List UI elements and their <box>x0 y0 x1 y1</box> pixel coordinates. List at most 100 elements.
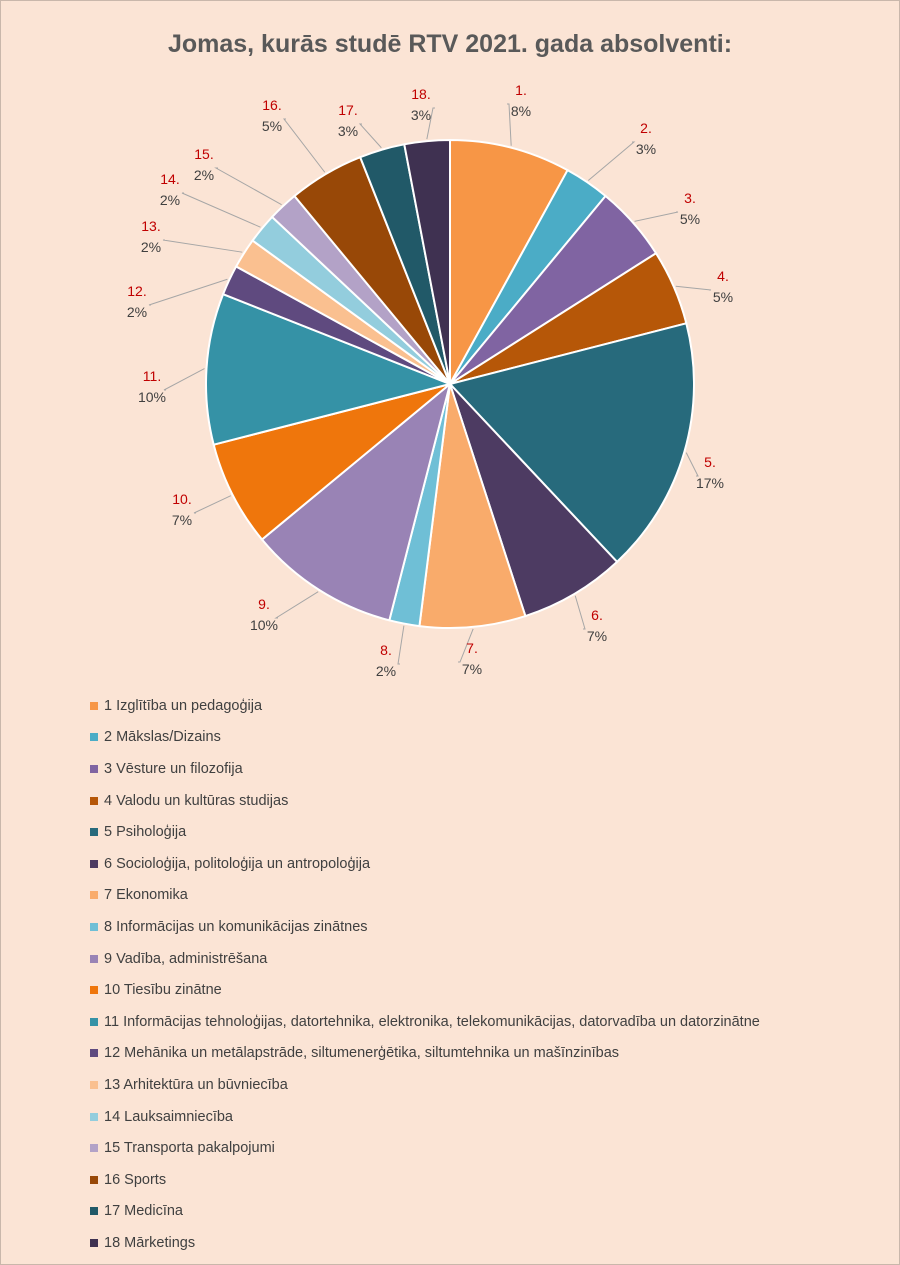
slice-percent-label: 5% <box>262 118 282 134</box>
slice-number-label: 14. <box>160 171 179 187</box>
legend-swatch <box>90 891 98 900</box>
legend-label: 2 Mākslas/Dizains <box>104 729 221 746</box>
slice-number-label: 3. <box>684 190 696 206</box>
pie-slice-10 <box>212 383 451 541</box>
legend-item: 12 Mehānika un metālapstrāde, siltumener… <box>90 1038 890 1070</box>
legend-item: 17 Medicīna <box>90 1196 890 1228</box>
legend-swatch <box>90 1112 98 1121</box>
legend-label: 13 Arhitektūra un būvniecība <box>104 1076 288 1093</box>
slice-percent-label: 2% <box>160 192 180 208</box>
slice-number-label: 12. <box>127 283 146 299</box>
slice-percent-label: 2% <box>127 304 147 320</box>
legend-item: 13 Arhitektūra un būvniecība <box>90 1069 890 1101</box>
legend-item: 18 Mārketings <box>90 1227 890 1259</box>
slice-percent-label: 2% <box>141 239 161 255</box>
legend-label: 17 Medicīna <box>104 1203 183 1220</box>
legend-label: 1 Izglītība un pedagoģija <box>104 697 263 714</box>
leader-line-6 <box>574 595 586 630</box>
slice-number-label: 7. <box>466 640 478 656</box>
slice-percent-label: 10% <box>250 617 278 633</box>
slice-percent-label: 10% <box>138 389 166 405</box>
slice-number-label: 6. <box>591 607 603 623</box>
legend-label: 16 Sports <box>104 1171 167 1188</box>
legend-swatch <box>90 986 98 995</box>
leader-line-9 <box>274 591 319 619</box>
slice-percent-label: 3% <box>636 141 656 157</box>
leader-line-4 <box>675 285 712 291</box>
legend-swatch <box>90 733 98 742</box>
pie-slice-7 <box>418 383 527 629</box>
legend-swatch <box>90 1144 98 1153</box>
slice-percent-label: 3% <box>411 107 431 123</box>
legend-label: 18 Mārketings <box>104 1234 196 1251</box>
legend-item: 7 Ekonomika <box>90 880 890 912</box>
pie-slice-9 <box>260 381 452 622</box>
legend-label: 11 Informācijas tehnoloģijas, datortehni… <box>104 1013 760 1030</box>
legend-item: 2 Mākslas/Dizains <box>90 722 890 754</box>
legend-item: 9 Vadība, administrēšana <box>90 943 890 975</box>
leader-line-5 <box>685 452 699 477</box>
leader-line-8 <box>397 625 405 665</box>
legend-label: 3 Vēsture un filozofija <box>104 760 243 777</box>
slice-number-label: 2. <box>640 120 652 136</box>
legend-swatch <box>90 954 98 963</box>
slice-number-label: 16. <box>262 97 281 113</box>
leader-lines <box>148 103 712 665</box>
legend-label: 14 Lauksaimniecība <box>104 1108 233 1125</box>
pie-slice-5 <box>448 322 695 564</box>
leader-line-3 <box>634 211 679 222</box>
legend-label: 6 Socioloģija, politoloģija un antropolo… <box>104 855 371 872</box>
legend-swatch <box>90 796 98 805</box>
slice-number-label: 18. <box>411 86 430 102</box>
legend-item: 8 Informācijas un komunikācijas zinātnes <box>90 911 890 943</box>
leader-line-2 <box>587 141 636 181</box>
legend-label: 4 Valodu un kultūras studijas <box>104 792 289 809</box>
slice-percent-label: 8% <box>511 103 531 119</box>
legend-label: 12 Mehānika un metālapstrāde, siltumener… <box>104 1045 620 1062</box>
legend-label: 9 Vadība, administrēšana <box>104 950 268 967</box>
legend-swatch <box>90 1238 98 1247</box>
legend-swatch <box>90 922 98 931</box>
data-labels: 1. 8% 2. 3% 3. 5% 4. 5% 5. 17% 6. 7% 7. 7% 8. 2% 9. 10% 10… <box>127 82 733 679</box>
slice-number-label: 4. <box>717 268 729 284</box>
legend-label: 7 Ekonomika <box>104 887 188 904</box>
slice-number-label: 1. <box>515 82 527 98</box>
legend-item: 11 Informācijas tehnoloģijas, datortehni… <box>90 1006 890 1038</box>
slice-percent-label: 3% <box>338 123 358 139</box>
leader-line-17 <box>358 123 382 149</box>
chart-title: Jomas, kurās studē RTV 2021. gada absolv… <box>167 30 733 58</box>
leader-line-10 <box>193 495 232 514</box>
legend-swatch <box>90 701 98 710</box>
legend-swatch <box>90 1175 98 1184</box>
pie-slice-1 <box>449 138 569 385</box>
legend-label: 8 Informācijas un komunikācijas zinātnes <box>104 918 368 935</box>
slice-percent-label: 2% <box>376 663 396 679</box>
slice-number-label: 10. <box>172 491 191 507</box>
legend-item: 15 Transporta pakalpojumi <box>90 1132 890 1164</box>
pie-slices <box>205 138 695 629</box>
pie-slice-18 <box>403 138 451 385</box>
slice-percent-label: 7% <box>587 628 607 644</box>
leader-line-14 <box>181 192 261 228</box>
slice-percent-label: 2% <box>194 167 214 183</box>
leader-line-18 <box>426 107 435 140</box>
leader-line-16 <box>282 118 326 173</box>
pie-chart: 1. 8% 2. 3% 3. 5% 4. 5% 5. 17% 6. 7% 7. 7% 8. 2% 9. 10% 10… <box>127 82 733 679</box>
slice-number-label: 9. <box>258 596 270 612</box>
legend-item: 4 Valodu un kultūras studijas <box>90 785 890 817</box>
slice-percent-label: 5% <box>680 211 700 227</box>
pie-slice-6 <box>449 383 619 618</box>
leader-line-15 <box>214 167 282 206</box>
legend: 1 Izglītība un pedagoģija 2 Mākslas/Dizai… <box>90 690 890 1259</box>
leader-line-13 <box>162 239 243 253</box>
legend-swatch <box>90 764 98 773</box>
slice-number-label: 8. <box>380 642 392 658</box>
slice-number-label: 13. <box>141 218 160 234</box>
leader-line-7 <box>458 628 474 663</box>
slice-percent-label: 17% <box>696 475 724 491</box>
legend-swatch <box>90 1049 98 1058</box>
legend-item: 14 Lauksaimniecība <box>90 1101 890 1133</box>
legend-swatch <box>90 859 98 868</box>
legend-swatch <box>90 1080 98 1089</box>
legend-item: 16 Sports <box>90 1164 890 1196</box>
